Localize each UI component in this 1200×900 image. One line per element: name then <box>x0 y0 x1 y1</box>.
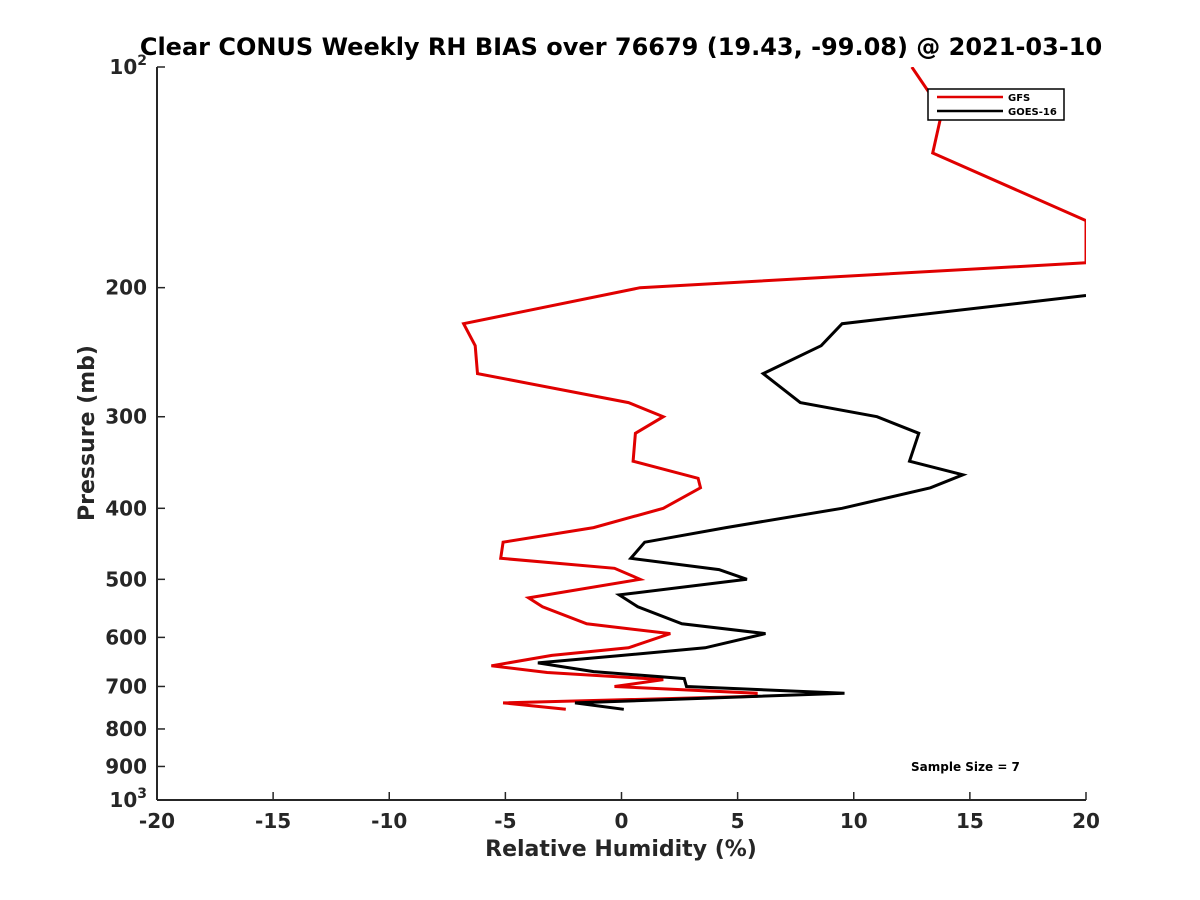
chart-title: Clear CONUS Weekly RH BIAS over 76679 (1… <box>140 33 1102 61</box>
y-tick-label: 300 <box>105 405 147 429</box>
x-tick-label: -10 <box>371 809 407 833</box>
x-tick-label: -15 <box>255 809 291 833</box>
x-axis-label: Relative Humidity (%) <box>485 837 757 862</box>
y-tick-label: 500 <box>105 567 147 591</box>
x-tick-label: 0 <box>615 809 629 833</box>
y-tick-label: 900 <box>105 754 147 778</box>
series-layer <box>461 67 1086 711</box>
series-line-goes16 <box>537 294 1086 711</box>
x-tick-label: 10 <box>840 809 868 833</box>
y-tick-label: 200 <box>105 276 147 300</box>
y-tick-label: 800 <box>105 717 147 741</box>
y-tick-label: 700 <box>105 674 147 698</box>
y-axis-label: Pressure (mb) <box>75 345 100 521</box>
y-tick-label: 400 <box>105 496 147 520</box>
x-tick-label: -5 <box>494 809 516 833</box>
x-tick-label: 15 <box>956 809 984 833</box>
x-tick-label: -20 <box>139 809 175 833</box>
series-line-gfs <box>461 67 1086 711</box>
legend: GFS GOES-16 <box>927 88 1065 121</box>
sample-size-annotation: Sample Size = 7 <box>911 760 1020 774</box>
y-tick-label: 600 <box>105 625 147 649</box>
x-tick-label: 5 <box>731 809 745 833</box>
x-tick-label: 20 <box>1072 809 1100 833</box>
x-ticks: -20 -15 -10 -5 0 5 10 15 20 <box>139 792 1100 833</box>
legend-label-gfs: GFS <box>1008 93 1030 104</box>
legend-box <box>927 88 1065 121</box>
legend-label-goes16: GOES-16 <box>1008 107 1057 118</box>
